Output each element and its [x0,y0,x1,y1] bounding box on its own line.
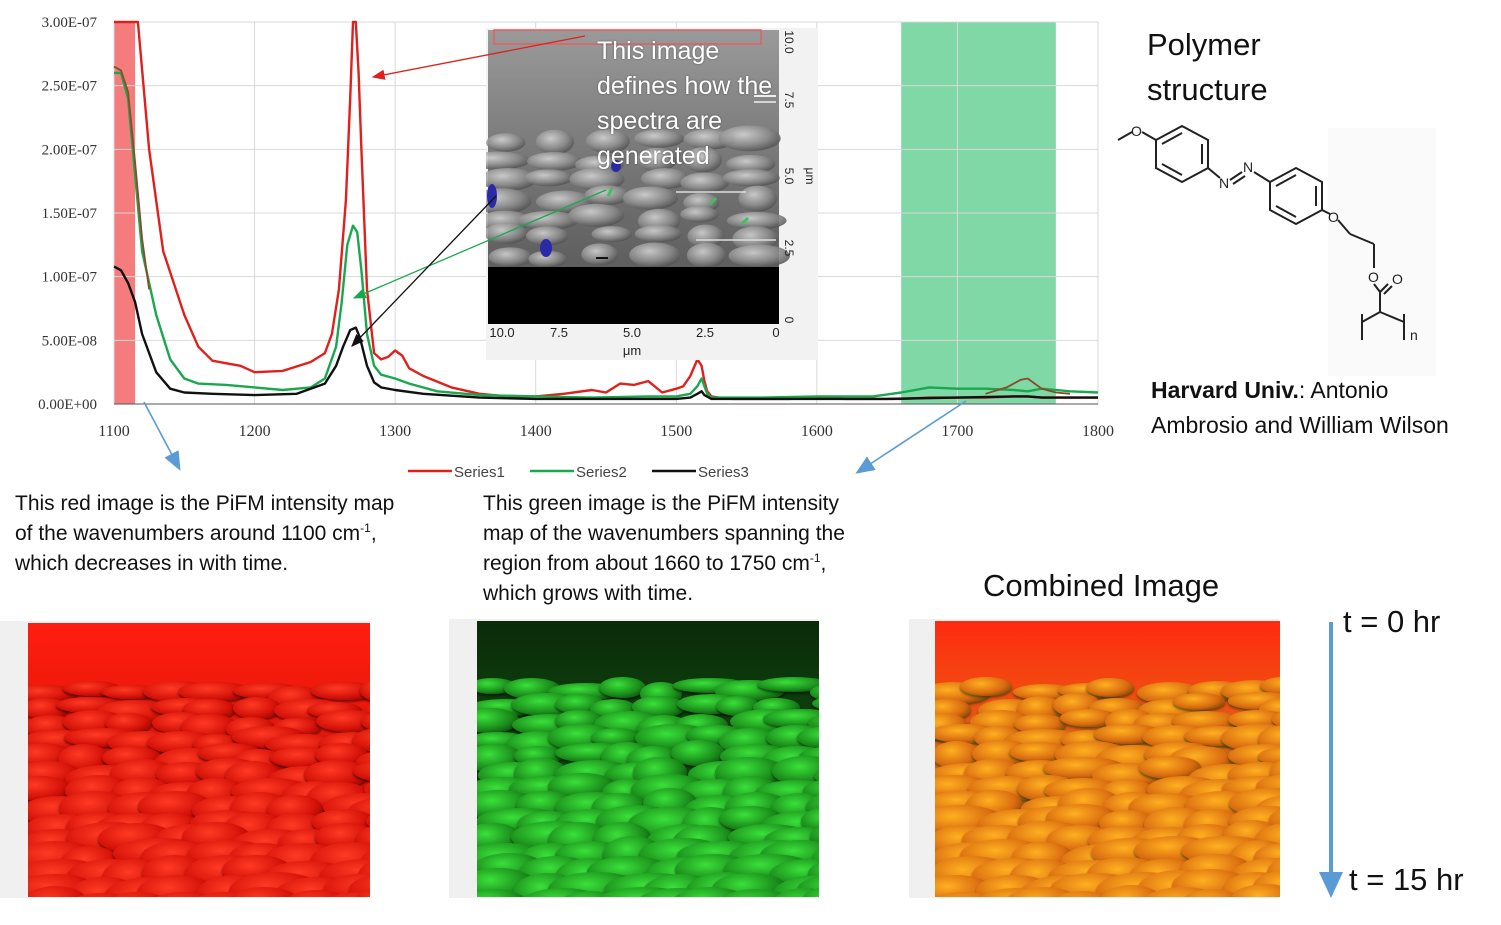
y-tick-label: 2.00E-07 [42,142,98,158]
red-map-caption: This red image is the PiFM intensity map… [15,492,395,575]
series-line-series2 [114,71,1099,399]
series-line-series3 [113,265,1098,401]
inset-y-tick: 2.5 [782,240,796,257]
extra-trace-4 [985,377,1070,395]
legend-label: Series2 [576,464,627,481]
inset-y-tick: 5.0 [782,168,796,185]
author-institution: Harvard Univ. [1151,377,1299,403]
x-tick-label: 1600 [801,423,833,440]
red-intensity-map [28,623,370,897]
inset-x-tick: 10.0 [489,325,514,340]
inset-y-unit: μm [803,168,817,185]
atom-label: O [1131,123,1142,139]
chart-legend: Series1 Series2 Series3 [408,464,749,481]
y-tick-label: 3.00E-07 [42,15,98,31]
inset-x-tick: 7.5 [550,325,568,340]
author-names: : Antonio Ambrosio and William Wilson [1151,377,1449,438]
combined-image-title: Combined Image [983,568,1220,603]
inset-x-tick: 2.5 [696,325,714,340]
x-tick-label: 1800 [1082,423,1114,440]
extra-trace-3 [113,65,150,290]
author-credit: Harvard Univ.: Antonio Ambrosio and Will… [1151,373,1461,443]
x-tick-label: 1100 [98,423,129,440]
repeat-unit-label: n [1410,327,1418,343]
combined-intensity-map [935,621,1280,897]
legend-label: Series1 [454,464,505,481]
green-intensity-map [477,621,819,897]
red-arrow [371,35,586,80]
y-tick-label: 1.50E-07 [42,206,98,222]
time-start-label: t = 0 hr [1343,604,1441,639]
atom-label: N [1243,159,1253,175]
inset-y-tick: 7.5 [782,92,796,109]
inset-x-tick: 5.0 [623,325,641,340]
atom-label: O [1392,271,1403,287]
x-tick-label: 1700 [941,423,973,440]
blue-arrow-red-band [143,401,181,471]
x-tick-label: 1300 [379,423,411,440]
x-tick-label: 1200 [239,423,271,440]
green-map-caption: This green image is the PiFM intensity m… [483,492,845,605]
y-tick-label: 2.50E-07 [42,79,98,95]
y-tick-label: 1.00E-07 [42,270,98,286]
atom-label: O [1368,269,1379,285]
blue-arrow-green-band [855,400,967,474]
inset-y-tick: 0 [782,317,796,324]
green-arrow [352,189,607,299]
inset-x-tick: 0 [772,325,779,340]
spectrum-chart: 1100 1200 1300 1400 1500 1600 1700 1800 0.00E+00… [38,15,1114,481]
inset-x-axis: 10.0 7.5 5.0 2.5 0 μm [489,325,779,358]
y-tick-label: 5.00E-08 [42,333,97,349]
polymer-structure-diagram: O N N O O O n [1117,123,1436,376]
atom-label: O [1328,209,1339,225]
inset-afm-graphic: 10.0 7.5 5.0 2.5 0 μm 10.0 7.5 5.0 2.5 0 μm [467,28,818,360]
inset-overlay-note: This image defines how the spectra are g… [597,37,773,170]
polymer-title: Polymer structure [1147,27,1268,107]
legend-label: Series3 [698,464,749,481]
inset-afm-image: 10.0 7.5 5.0 2.5 0 μm 10.0 7.5 5.0 2.5 0 μm This i… [467,28,818,360]
x-tick-label: 1500 [660,423,692,440]
atom-label: N [1219,175,1229,191]
x-tick-label: 1400 [520,423,552,440]
inset-y-axis: 10.0 7.5 5.0 2.5 0 μm [782,30,817,323]
time-arrow [1319,622,1343,898]
inset-x-unit: μm [623,343,641,358]
time-end-label: t = 15 hr [1349,862,1464,897]
y-tick-label: 0.00E+00 [38,397,97,413]
annotation-arrows [143,35,967,474]
black-arrow [351,195,497,347]
inset-y-tick: 10.0 [782,30,796,54]
